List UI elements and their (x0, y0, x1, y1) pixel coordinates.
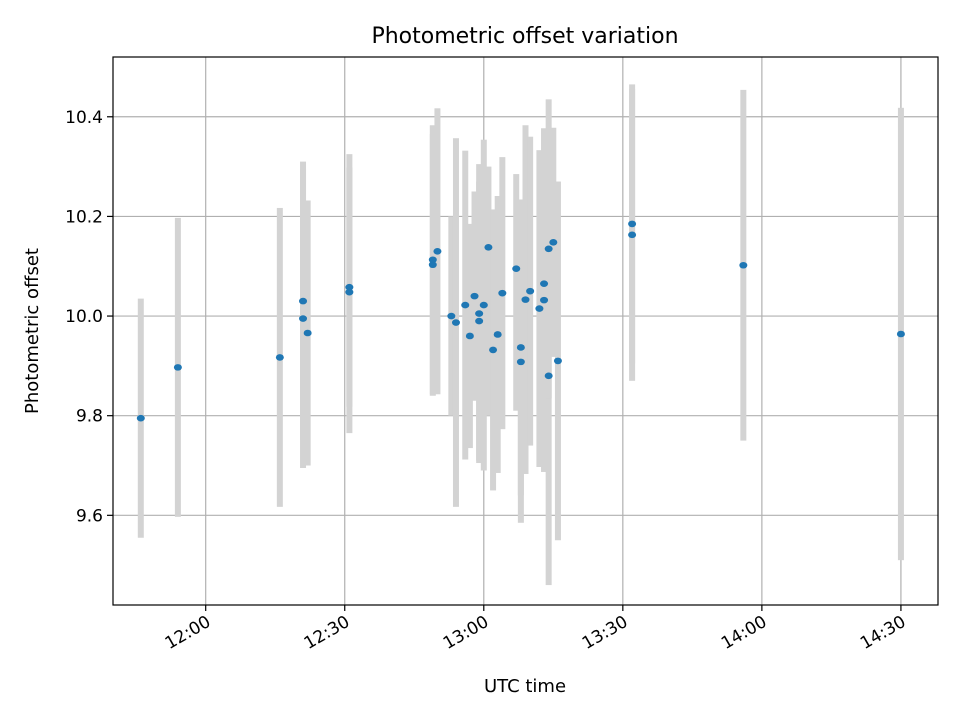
data-point (275, 354, 284, 361)
data-point (739, 261, 748, 269)
data-point (526, 287, 535, 295)
data-point (479, 301, 488, 309)
data-point (447, 312, 456, 320)
data-point (544, 245, 553, 253)
data-point (433, 247, 442, 255)
data-point (512, 265, 521, 273)
data-point (540, 280, 549, 287)
data-point (628, 231, 637, 239)
tick-layer: 12:00 12:30 13:00 13:30 14:00 14:309.69.810.0… (65, 108, 909, 654)
data-point (553, 357, 562, 365)
y-axis-label: Photometric offset (22, 248, 43, 414)
error-bar (513, 174, 520, 411)
data-point (461, 301, 470, 309)
data-point (470, 292, 479, 300)
y-tick-label: 10.2 (65, 207, 103, 227)
data-point (299, 297, 308, 305)
data-point (489, 346, 498, 354)
data-point (516, 344, 525, 351)
data-point (521, 296, 530, 303)
data-point (540, 296, 549, 304)
data-point (628, 220, 637, 228)
error-bar (485, 166, 492, 416)
data-point (493, 331, 502, 338)
data-point (475, 310, 484, 317)
data-point (451, 319, 460, 326)
data-point (484, 244, 493, 251)
data-point (498, 289, 507, 297)
data-point (428, 256, 437, 264)
plot-frame (112, 56, 939, 606)
y-tick-label: 9.6 (76, 506, 103, 526)
y-tick-label: 9.8 (76, 407, 103, 427)
data-point (173, 364, 182, 371)
data-point (516, 358, 525, 366)
data-point (303, 329, 312, 337)
y-tick-label: 10.0 (65, 307, 103, 327)
data-point (535, 305, 544, 312)
x-axis-label: UTC time (484, 676, 566, 697)
data-point (299, 315, 308, 322)
data-point (345, 283, 354, 291)
chart-title: Photometric offset variation (371, 24, 678, 49)
data-point (544, 372, 553, 380)
y-tick-label: 10.4 (65, 108, 103, 128)
data-point (345, 288, 354, 296)
point-layer (136, 220, 905, 422)
data-point (549, 239, 558, 246)
data-point (896, 330, 905, 338)
data-point (465, 332, 474, 340)
data-point (475, 317, 484, 325)
data-point (428, 261, 437, 269)
data-point (136, 414, 145, 422)
